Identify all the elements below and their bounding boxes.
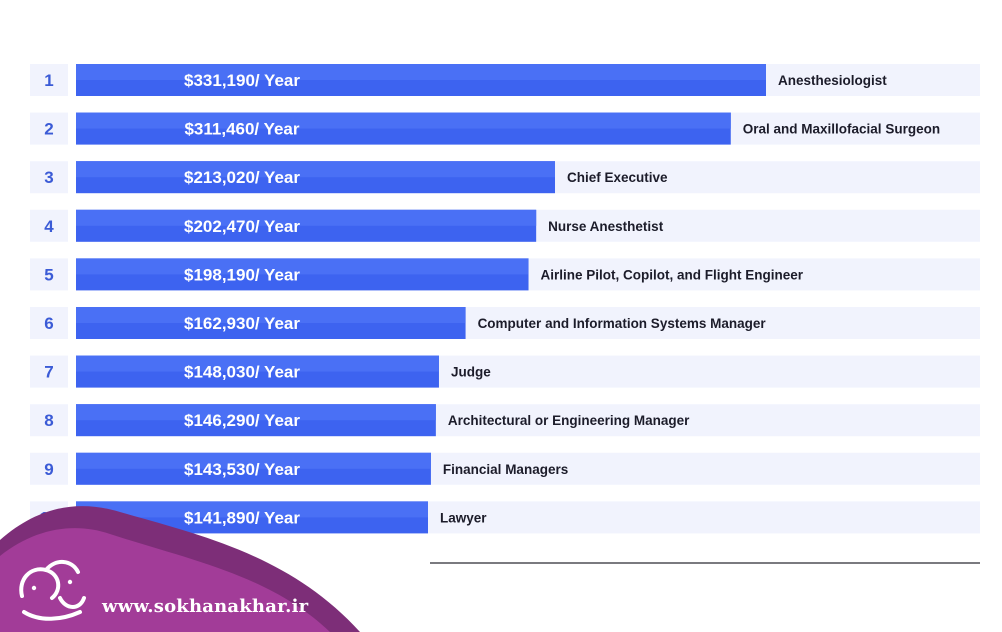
category-label: Lawyer (440, 510, 487, 525)
category-label: Airline Pilot, Copilot, and Flight Engin… (541, 267, 804, 282)
rank-label: 8 (44, 411, 53, 430)
category-label: Nurse Anesthetist (548, 219, 664, 234)
rank-box (30, 307, 68, 339)
rank-label: 7 (44, 363, 53, 382)
watermark-front-shape (0, 528, 330, 632)
category-label: Computer and Information Systems Manager (478, 316, 767, 331)
chart-row: 1 $331,190/ Year Anesthesiologist (30, 64, 980, 96)
bar-value-label: $162,930/ Year (184, 314, 300, 333)
category-label: Chief Executive (567, 170, 668, 185)
bar-value-label: $202,470/ Year (184, 217, 300, 236)
rank-box (30, 404, 68, 437)
salary-bar-highlight (76, 404, 436, 421)
chart-row: 4 $202,470/ Year Nurse Anesthetist (30, 209, 980, 242)
watermark-url: www.sokhanakhar.ir (102, 596, 309, 617)
category-label: Judge (451, 365, 491, 380)
salary-bar-highlight (76, 112, 731, 129)
rank-box (30, 355, 68, 388)
rank-box (30, 161, 68, 194)
salary-bar-highlight (76, 452, 431, 469)
chart-row: 2 $311,460/ Year Oral and Maxillofacial Su… (30, 112, 980, 145)
sokhanakhar-logo-icon (19, 560, 86, 621)
rank-box (30, 64, 68, 96)
salary-bar-highlight (76, 501, 428, 518)
rank-label: 2 (44, 120, 53, 139)
rank-box (30, 112, 68, 145)
bar-value-label: $213,020/ Year (184, 168, 300, 187)
salary-bar-highlight (76, 258, 529, 275)
rank-box (30, 452, 68, 485)
rank-box (30, 209, 68, 242)
bar-value-label: $331,190/ Year (184, 71, 300, 90)
category-label: Architectural or Engineering Manager (448, 413, 690, 428)
salary-bar-highlight (76, 161, 556, 178)
category-label: Anesthesiologist (778, 73, 887, 88)
rank-label: 4 (44, 217, 54, 236)
salary-bar-highlight (76, 307, 466, 323)
bar-value-label: $311,460/ Year (184, 120, 299, 139)
chart-row: 3 $213,020/ Year Chief Executive (30, 161, 980, 194)
bar-value-label: $146,290/ Year (184, 411, 300, 430)
chart-rows: 1 $331,190/ Year Anesthesiologist 2 $311,460… (30, 64, 980, 534)
bar-value-label: $143,530/ Year (184, 460, 300, 479)
chart-row: 9 $143,530/ Year Financial Managers (30, 452, 980, 485)
rank-label: 1 (44, 71, 53, 90)
bar-value-label: $148,030/ Year (184, 363, 300, 382)
rank-label: 3 (44, 168, 53, 187)
chart-row: 5 $198,190/ Year Airline Pilot, Copilot, a… (30, 258, 980, 291)
chart-row: 7 $148,030/ Year Judge (30, 355, 980, 388)
salary-bar-highlight (76, 64, 766, 80)
chart-row: 8 $146,290/ Year Architectural or Engineer… (30, 404, 980, 437)
chart-row: 6 $162,930/ Year Computer and Information … (30, 307, 980, 339)
rank-label: 9 (44, 460, 53, 479)
bar-value-label: $198,190/ Year (184, 265, 300, 284)
category-label: Financial Managers (443, 462, 568, 477)
rank-label: 6 (44, 314, 53, 333)
rank-label: 5 (44, 265, 53, 284)
rank-box (30, 258, 68, 291)
watermark-badge (0, 506, 360, 632)
salary-bar-highlight (76, 355, 439, 372)
salary-bar-highlight (76, 209, 537, 226)
category-label: Oral and Maxillofacial Surgeon (743, 122, 940, 137)
bar-value-label: $141,890/ Year (184, 508, 300, 527)
